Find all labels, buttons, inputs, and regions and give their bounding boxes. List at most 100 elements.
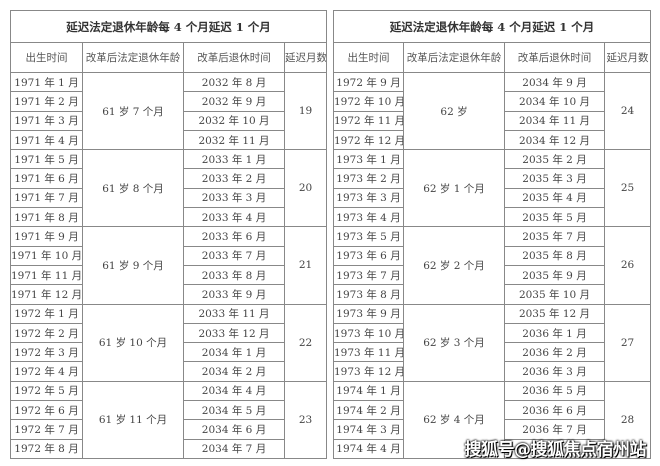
birth-date-cell: 1973 年 11 月 xyxy=(333,342,404,363)
retirement-date-cell: 2035 年 7 月 xyxy=(504,226,605,247)
column-header: 改革后退休时间 xyxy=(504,42,605,73)
retirement-date-cell: 2034 年 1 月 xyxy=(183,342,285,363)
birth-date-cell: 1973 年 5 月 xyxy=(333,226,404,247)
retirement-age-cell: 62 岁 1 个月 xyxy=(403,149,505,228)
birth-date-cell: 1974 年 4 月 xyxy=(333,438,404,459)
retirement-date-cell: 2035 年 3 月 xyxy=(504,168,605,189)
delay-months-cell: 23 xyxy=(283,380,328,459)
retirement-date-cell: 2035 年 9 月 xyxy=(504,264,605,286)
table-row: 1971 年 8 月 2033 年 4 月 xyxy=(10,207,327,228)
retirement-age-cell: 62 岁 4 个月 xyxy=(403,380,505,459)
birth-date-cell: 1972 年 11 月 xyxy=(333,110,404,131)
birth-date-cell: 1971 年 3 月 xyxy=(10,110,83,131)
table-row: 1971 年 9 月 61 岁 9 个月 2033 年 6 月 21 xyxy=(10,226,328,305)
table-row: 1973 年 12 月 2036 年 3 月 xyxy=(333,361,651,382)
column-header: 延迟月数 xyxy=(283,42,328,73)
birth-date-cell: 1971 年 2 月 xyxy=(10,91,83,112)
table-row: 1974 年 1 月 62 岁 4 个月 2036 年 5 月 28 xyxy=(333,380,652,459)
table-row: 1973 年 7 月 2035 年 9 月 xyxy=(333,264,651,286)
birth-date-cell: 1971 年 5 月 xyxy=(10,149,83,170)
table-row: 1973 年 8 月 2035 年 10 月 xyxy=(333,284,651,305)
birth-date-cell: 1971 年 11 月 xyxy=(10,264,83,286)
retirement-age-cell: 61 岁 7 个月 xyxy=(82,71,184,151)
table-row: 1971 年 5 月 61 岁 8 个月 2033 年 1 月 20 xyxy=(10,149,328,228)
retirement-date-cell: 2036 年 3 月 xyxy=(504,361,605,382)
birth-date-cell: 1971 年 8 月 xyxy=(10,207,83,228)
retirement-table-left: 延迟法定退休年龄每 4 个月延迟 1 个月 出生时间 改革后法定退休年龄 改革后退休时… xyxy=(9,10,328,459)
retirement-date-cell: 2034 年 10 月 xyxy=(504,91,605,112)
retirement-date-cell: 2034 年 6 月 xyxy=(183,419,285,440)
birth-date-cell: 1974 年 2 月 xyxy=(333,400,404,421)
table-row: 1972 年 3 月 2034 年 1 月 xyxy=(10,342,327,363)
birth-date-cell: 1973 年 4 月 xyxy=(333,207,404,228)
birth-date-cell: 1971 年 9 月 xyxy=(10,226,83,247)
retirement-date-cell: 2034 年 11 月 xyxy=(504,110,605,131)
retirement-date-cell: 2035 年 12 月 xyxy=(504,303,605,324)
table-row: 1971 年 10 月 2033 年 7 月 xyxy=(10,245,327,266)
table-row: 1974 年 2 月 2036 年 6 月 xyxy=(333,400,651,421)
watermark: 搜狐号@搜狐焦点宿州站 xyxy=(464,440,647,460)
retirement-date-cell: 2034 年 9 月 xyxy=(504,71,605,93)
retirement-date-cell: 2034 年 5 月 xyxy=(183,400,285,421)
birth-date-cell: 1972 年 5 月 xyxy=(10,380,83,402)
retirement-date-cell: 2033 年 7 月 xyxy=(183,245,285,266)
retirement-date-cell: 2032 年 10 月 xyxy=(183,110,285,131)
birth-date-cell: 1973 年 2 月 xyxy=(333,168,404,189)
table-row: 1971 年 12 月 2033 年 9 月 xyxy=(10,284,327,305)
birth-date-cell: 1971 年 10 月 xyxy=(10,245,83,266)
retirement-date-cell: 2033 年 9 月 xyxy=(183,284,285,305)
birth-date-cell: 1972 年 1 月 xyxy=(10,303,83,324)
column-header: 延迟月数 xyxy=(603,42,652,73)
retirement-age-cell: 61 岁 10 个月 xyxy=(82,303,184,382)
birth-date-cell: 1972 年 8 月 xyxy=(10,438,83,459)
birth-date-cell: 1973 年 3 月 xyxy=(333,187,404,209)
retirement-date-cell: 2033 年 4 月 xyxy=(183,207,285,228)
table-row: 1974 年 4 月 xyxy=(333,438,651,459)
retirement-date-cell: 2033 年 8 月 xyxy=(183,264,285,286)
birth-date-cell: 1972 年 4 月 xyxy=(10,361,83,382)
birth-date-cell: 1972 年 10 月 xyxy=(333,91,404,112)
column-header: 出生时间 xyxy=(333,42,404,73)
birth-date-cell: 1973 年 9 月 xyxy=(333,303,404,324)
retirement-age-cell: 61 岁 9 个月 xyxy=(82,226,184,305)
table-row: 1973 年 5 月 62 岁 2 个月 2035 年 7 月 26 xyxy=(333,226,652,305)
table-row: 1972 年 8 月 2034 年 7 月 xyxy=(10,438,327,459)
table-row: 1971 年 7 月 2033 年 3 月 xyxy=(10,187,327,209)
table-row: 1972 年 5 月 61 岁 11 个月 2034 年 4 月 23 xyxy=(10,380,328,459)
column-header: 改革后退休时间 xyxy=(183,42,285,73)
birth-date-cell: 1974 年 1 月 xyxy=(333,380,404,402)
birth-date-cell: 1972 年 3 月 xyxy=(10,342,83,363)
delay-months-cell: 27 xyxy=(603,303,652,382)
birth-date-cell: 1972 年 9 月 xyxy=(333,71,404,93)
retirement-date-cell: 2034 年 12 月 xyxy=(504,129,605,151)
delay-months-cell: 21 xyxy=(283,226,328,305)
retirement-date-cell: 2033 年 11 月 xyxy=(183,303,285,324)
table-row: 1973 年 9 月 62 岁 3 个月 2035 年 12 月 27 xyxy=(333,303,652,382)
delay-months-cell: 20 xyxy=(283,149,328,228)
birth-date-cell: 1971 年 6 月 xyxy=(10,168,83,189)
retirement-date-cell: 2036 年 1 月 xyxy=(504,322,605,344)
table-row: 1972 年 12 月 2034 年 12 月 xyxy=(333,129,651,151)
retirement-date-cell: 2034 年 4 月 xyxy=(183,380,285,402)
table-row: 1973 年 1 月 62 岁 1 个月 2035 年 2 月 25 xyxy=(333,149,652,228)
delay-months-cell: 24 xyxy=(603,71,652,151)
retirement-date-cell: 2033 年 2 月 xyxy=(183,168,285,189)
retirement-date-cell: 2036 年 2 月 xyxy=(504,342,605,363)
column-header: 改革后法定退休年龄 xyxy=(403,42,505,73)
birth-date-cell: 1972 年 7 月 xyxy=(10,419,83,440)
retirement-age-cell: 61 岁 8 个月 xyxy=(82,149,184,228)
retirement-date-cell: 2034 年 7 月 xyxy=(183,438,285,459)
birth-date-cell: 1973 年 8 月 xyxy=(333,284,404,305)
table-row: 1972 年 6 月 2034 年 5 月 xyxy=(10,400,327,421)
table-row: 1972 年 11 月 2034 年 11 月 xyxy=(333,110,651,131)
birth-date-cell: 1972 年 12 月 xyxy=(333,129,404,151)
column-header: 出生时间 xyxy=(10,42,83,73)
birth-date-cell: 1973 年 10 月 xyxy=(333,322,404,344)
retirement-date-cell: 2036 年 6 月 xyxy=(504,400,605,421)
retirement-date-cell: 2033 年 1 月 xyxy=(183,149,285,170)
retirement-table-right: 延迟法定退休年龄每 4 个月延迟 1 个月 出生时间 改革后法定退休年龄 改革后退休时… xyxy=(332,10,652,459)
delay-months-cell: 28 xyxy=(603,380,652,459)
delay-months-cell: 19 xyxy=(283,71,328,151)
table-row: 1971 年 11 月 2033 年 8 月 xyxy=(10,264,327,286)
table-row: 1973 年 10 月 2036 年 1 月 xyxy=(333,322,651,344)
